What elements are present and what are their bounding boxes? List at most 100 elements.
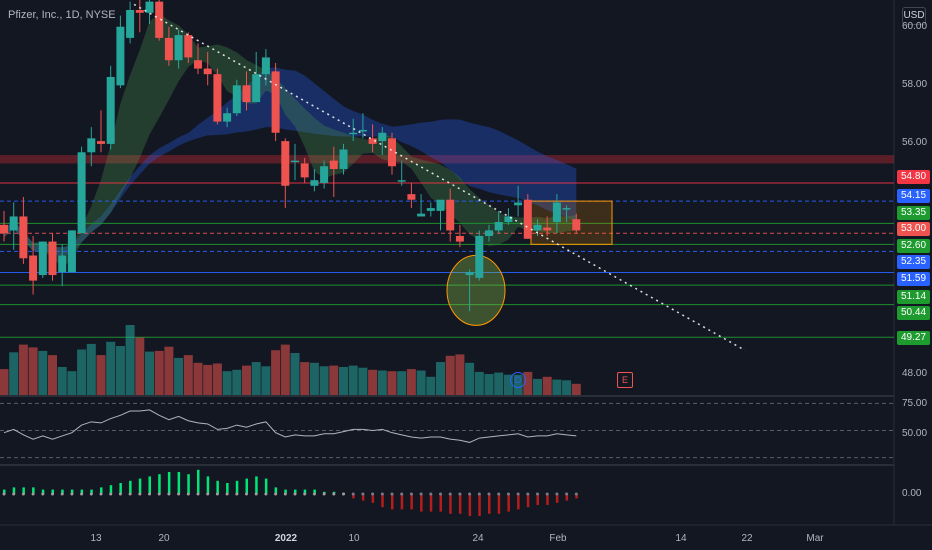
candle xyxy=(9,202,18,250)
candle xyxy=(455,224,464,248)
momentum-bar xyxy=(565,494,569,501)
volume-bar xyxy=(222,371,232,395)
candle xyxy=(397,160,406,186)
candle xyxy=(572,213,581,234)
momentum-bar xyxy=(197,469,200,494)
volume-bar xyxy=(571,383,581,395)
candle-body xyxy=(38,241,47,276)
rsi-line xyxy=(3,409,577,443)
candle-body xyxy=(58,255,67,273)
candle-body xyxy=(126,10,135,38)
candle-body xyxy=(562,208,571,210)
price-tag-50-44: 50.44 xyxy=(897,306,930,320)
candle-body xyxy=(67,230,76,273)
momentum-dot xyxy=(439,492,442,496)
volume-bar xyxy=(436,362,445,395)
dividend-marker[interactable]: D xyxy=(510,372,526,388)
momentum-dot xyxy=(332,492,336,496)
momentum-bar xyxy=(449,494,452,514)
momentum-dot xyxy=(225,492,229,496)
momentum-dot xyxy=(12,492,16,496)
momentum-dot xyxy=(21,492,25,496)
candle-body xyxy=(223,113,232,122)
momentum-dot xyxy=(361,492,365,496)
candle-body xyxy=(106,76,115,144)
volume-bar xyxy=(106,341,116,395)
price-tag-49-27: 49.27 xyxy=(897,331,930,345)
volume-bar xyxy=(57,367,67,395)
date-label-mar: Mar xyxy=(806,533,824,544)
candle-body xyxy=(9,216,18,231)
volume-bar xyxy=(203,364,213,395)
volume-bar xyxy=(397,371,407,395)
candle xyxy=(349,118,358,142)
momentum-dot xyxy=(215,492,219,496)
price-tag-53-00: 53.00 xyxy=(897,222,930,236)
candle xyxy=(543,216,552,236)
candle xyxy=(19,196,28,264)
currency-button[interactable]: USD xyxy=(902,7,926,25)
earnings-marker[interactable]: E xyxy=(617,372,633,388)
candle xyxy=(155,0,164,41)
candle xyxy=(252,51,261,103)
volume-bar xyxy=(232,369,242,395)
candle-body xyxy=(388,138,396,167)
momentum-bar xyxy=(439,494,442,512)
momentum-bar xyxy=(100,487,103,494)
candle xyxy=(164,26,173,66)
candle xyxy=(87,127,96,167)
momentum-bar xyxy=(109,485,113,494)
candle-body xyxy=(242,85,251,103)
momentum-dot xyxy=(196,492,200,496)
price-tag-54-15: 54.15 xyxy=(897,189,930,203)
candle-body xyxy=(48,241,57,276)
momentum-dot xyxy=(409,492,413,496)
volume-bar xyxy=(348,365,358,395)
volume-bar xyxy=(523,371,533,395)
volume-bar xyxy=(242,365,251,395)
candle xyxy=(485,224,493,242)
momentum-bar xyxy=(255,476,258,494)
candle xyxy=(494,210,503,234)
symbol-title: Pfizer, Inc., 1D, NYSE xyxy=(8,9,116,21)
candle xyxy=(203,51,212,86)
momentum-bar xyxy=(391,494,394,510)
candle xyxy=(29,235,38,295)
candle xyxy=(271,63,280,142)
momentum-dot xyxy=(545,492,549,496)
momentum-dot xyxy=(322,492,326,496)
momentum-bar xyxy=(119,483,122,494)
momentum-dot xyxy=(351,492,355,496)
candle-body xyxy=(504,216,513,223)
volume-bar xyxy=(18,344,28,395)
momentum-bar xyxy=(575,494,578,499)
momentum-bar xyxy=(274,487,278,494)
candle-body xyxy=(184,35,193,58)
momentum-bar xyxy=(187,474,190,494)
momentum-dot xyxy=(177,492,181,496)
candle-body xyxy=(213,74,222,122)
volume-bar xyxy=(416,370,426,395)
momentum-bar xyxy=(478,494,481,516)
momentum-dot xyxy=(468,492,472,496)
candle xyxy=(378,127,387,156)
momentum-bar xyxy=(70,489,74,494)
momentum-dot xyxy=(448,492,452,496)
candle xyxy=(135,0,144,33)
momentum-dot xyxy=(186,492,190,496)
momentum-bar xyxy=(517,494,520,510)
momentum-bar xyxy=(488,494,491,514)
momentum-bar xyxy=(294,489,297,494)
volume-bar xyxy=(154,350,164,395)
candle xyxy=(213,68,222,125)
date-label-24: 24 xyxy=(472,533,484,544)
candle xyxy=(504,208,513,225)
candle-body xyxy=(378,132,387,142)
price-tag-51-59: 51.59 xyxy=(897,272,930,286)
momentum-bar xyxy=(41,489,45,494)
candle xyxy=(67,230,76,273)
date-label-20: 20 xyxy=(158,533,170,544)
date-label-13: 13 xyxy=(90,533,102,544)
momentum-bar xyxy=(12,487,16,494)
